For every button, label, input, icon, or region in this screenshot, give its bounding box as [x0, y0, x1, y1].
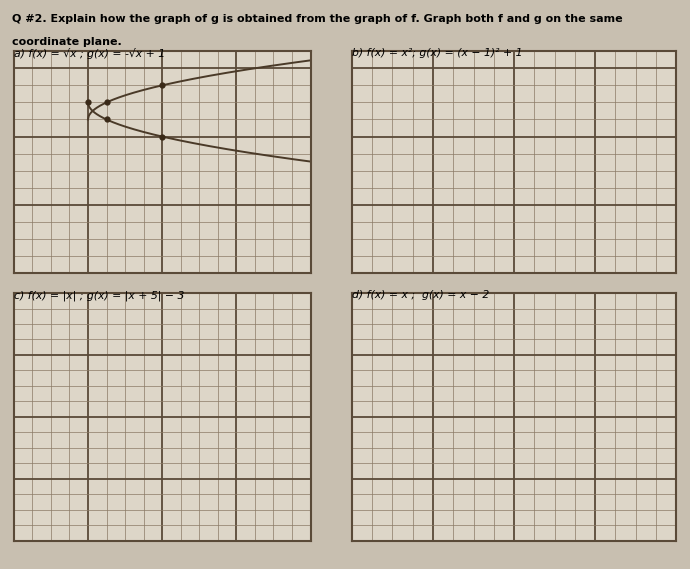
Text: c) f(x) = |x| ; g(x) = |x + 5| − 3: c) f(x) = |x| ; g(x) = |x + 5| − 3 — [14, 290, 184, 300]
Text: coordinate plane.: coordinate plane. — [12, 37, 122, 47]
Text: b) f(x) = x²; g(x) = (x − 1)² + 1: b) f(x) = x²; g(x) = (x − 1)² + 1 — [352, 48, 522, 59]
Text: a) f(x) = √x ; g(x) = -√x + 1: a) f(x) = √x ; g(x) = -√x + 1 — [14, 48, 165, 59]
Text: d) f(x) = x ;  g(x) = x − 2: d) f(x) = x ; g(x) = x − 2 — [352, 290, 489, 300]
Text: Q #2. Explain how the graph of g is obtained from the graph of f. Graph both f a: Q #2. Explain how the graph of g is obta… — [12, 14, 623, 24]
